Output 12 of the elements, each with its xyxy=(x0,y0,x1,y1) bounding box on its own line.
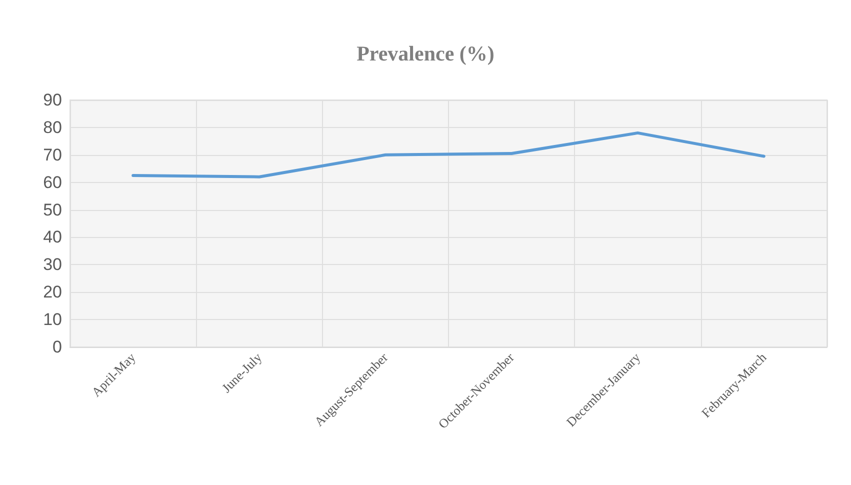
y-tick-label: 20 xyxy=(43,282,62,302)
y-tick-label: 0 xyxy=(52,338,62,356)
y-tick-label: 80 xyxy=(43,118,62,137)
line-series xyxy=(132,131,766,178)
y-tick-label: 50 xyxy=(43,200,62,220)
y-tick-label: 60 xyxy=(43,172,62,192)
y-tick-label: 30 xyxy=(43,255,62,274)
chart-title: Prevalence (%) xyxy=(356,42,494,66)
y-tick-label: 40 xyxy=(43,228,62,247)
y-tick-label: 10 xyxy=(43,310,62,330)
y-tick-label: 70 xyxy=(43,145,62,164)
y-tick-label: 90 xyxy=(43,90,62,110)
